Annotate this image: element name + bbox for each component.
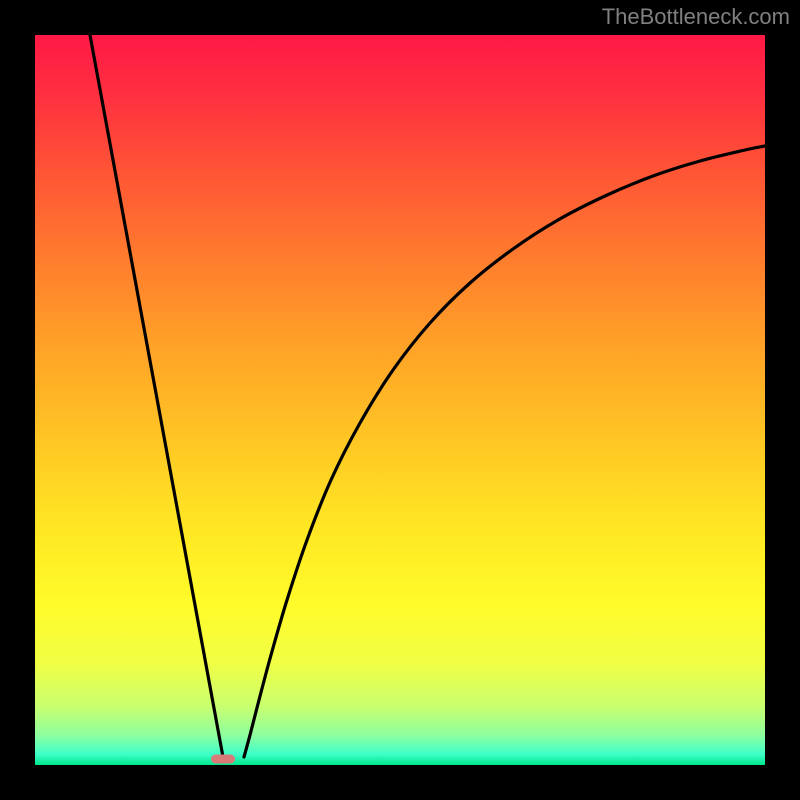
- gradient-background: [35, 35, 765, 765]
- chart-container: TheBottleneck.com: [0, 0, 800, 800]
- attribution-text: TheBottleneck.com: [602, 4, 790, 30]
- optimal-marker: [211, 755, 235, 764]
- chart-svg: [0, 0, 800, 800]
